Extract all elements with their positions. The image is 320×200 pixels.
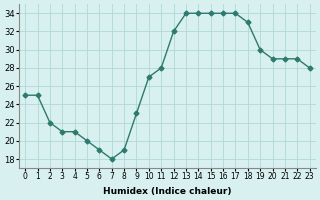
X-axis label: Humidex (Indice chaleur): Humidex (Indice chaleur) [103, 187, 232, 196]
